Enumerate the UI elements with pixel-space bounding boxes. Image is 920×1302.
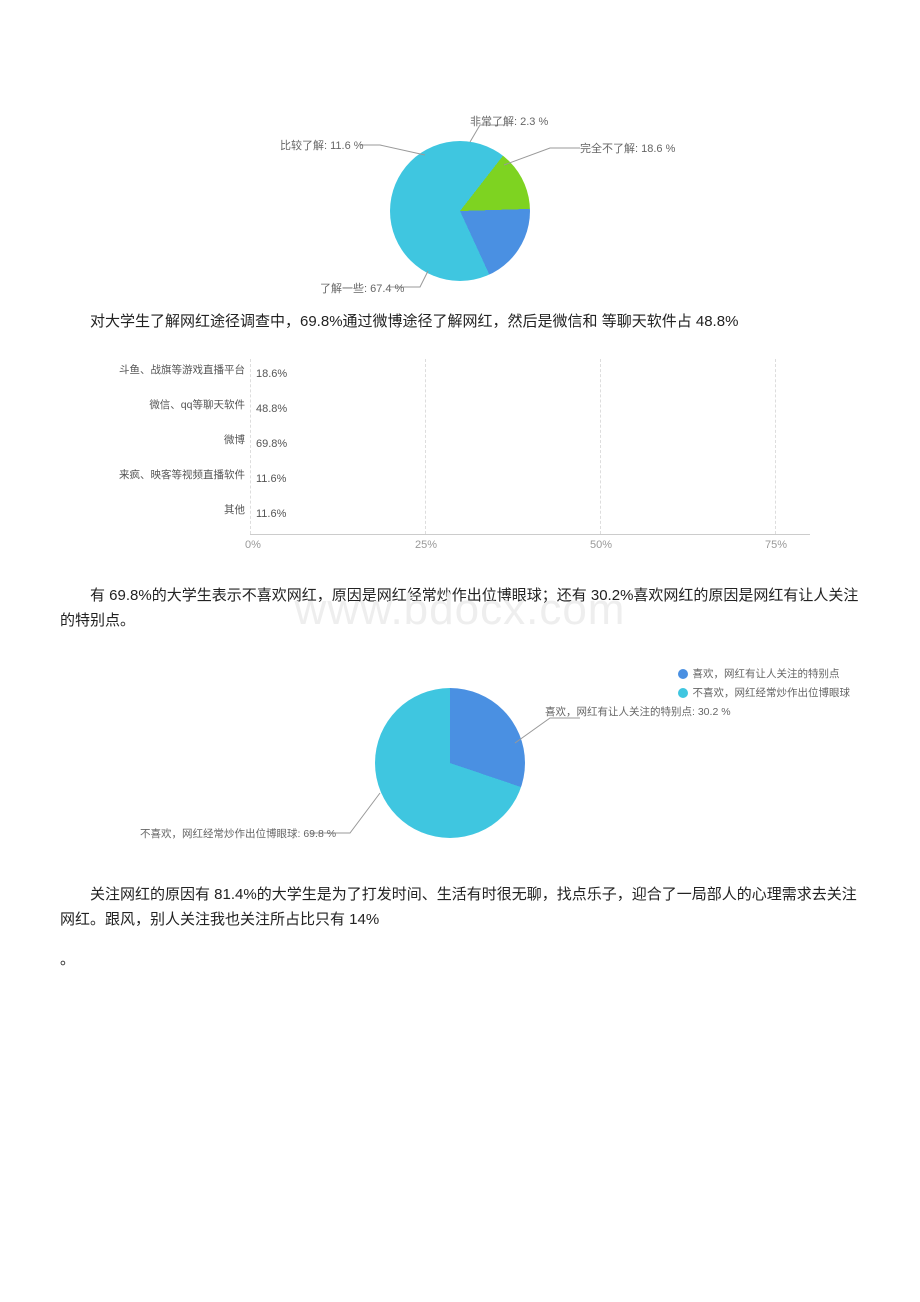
pie2-label-dislike: 不喜欢，网红经常炒作出位博眼球: 69.8 % (140, 826, 336, 841)
paragraph-1: 对大学生了解网红途径调查中，69.8%通过微博途径了解网红，然后是微信和 等聊天… (60, 309, 860, 335)
bar-ylabel: 斗鱼、战旗等游戏直播平台 (119, 362, 245, 377)
pie-chart-like-dislike: 喜欢，网红有让人关注的特别点: 30.2 % 不喜欢，网红经常炒作出位博眼球: … (60, 658, 860, 868)
bar-xtick: 25% (415, 539, 437, 551)
pie1-label-fair: 比较了解: 11.6 % (280, 137, 364, 153)
legend-item: 喜欢，网红有让人关注的特别点 (678, 666, 851, 681)
pie2-legend: 喜欢，网红有让人关注的特别点 不喜欢，网红经常炒作出位博眼球 (678, 666, 851, 704)
bar-xtick: 50% (590, 539, 612, 551)
bar-ylabel: 微博 (224, 432, 245, 447)
legend-swatch (678, 669, 688, 679)
paragraph-3: 关注网红的原因有 81.4%的大学生是为了打发时间、生活有时很无聊，找点乐子，迎… (60, 882, 860, 933)
bar-grid-line (600, 359, 601, 534)
bar-value: 48.8% (250, 403, 287, 415)
pie1-disc (390, 141, 530, 281)
bar-xtick: 0% (245, 539, 261, 551)
bar-value: 11.6% (250, 473, 286, 485)
pie2-label-like: 喜欢，网红有让人关注的特别点: 30.2 % (545, 704, 731, 719)
bar-ylabel: 微信、qq等聊天软件 (149, 397, 245, 412)
bar-plot-area: 18.6% 48.8% 69.8% 11.6% 11.6% (250, 359, 810, 534)
legend-item: 不喜欢，网红经常炒作出位博眼球 (678, 685, 851, 700)
pie1-label-some: 了解一些: 67.4 % (320, 280, 404, 296)
bar-grid-line (425, 359, 426, 534)
pie1-label-none: 完全不了解: 18.6 % (580, 140, 675, 156)
bar-x-axis (250, 534, 810, 535)
bar-ylabel: 来疯、映客等视频直播软件 (119, 467, 245, 482)
pie-chart-understanding: 非常了解: 2.3 % 完全不了解: 18.6 % 了解一些: 67.4 % 比… (260, 95, 660, 295)
bar-chart-channels: 18.6% 48.8% 69.8% 11.6% 11.6% 斗鱼、战旗等游戏直播… (80, 349, 840, 569)
bar-xtick: 75% (765, 539, 787, 551)
bar-value: 18.6% (250, 368, 287, 380)
bar-ylabel: 其他 (224, 502, 245, 517)
legend-swatch (678, 688, 688, 698)
paragraph-2: 有 69.8%的大学生表示不喜欢网红，原因是网红经常炒作出位博眼球；还有 30.… (60, 583, 860, 634)
legend-text: 不喜欢，网红经常炒作出位博眼球 (693, 687, 851, 699)
pie1-label-very: 非常了解: 2.3 % (470, 113, 548, 129)
pie2-disc (375, 688, 525, 838)
bar-grid-line (775, 359, 776, 534)
paragraph-3-cont: 。 (60, 947, 860, 973)
bar-value: 11.6% (250, 508, 286, 520)
bar-value: 69.8% (250, 438, 287, 450)
legend-text: 喜欢，网红有让人关注的特别点 (693, 668, 840, 680)
